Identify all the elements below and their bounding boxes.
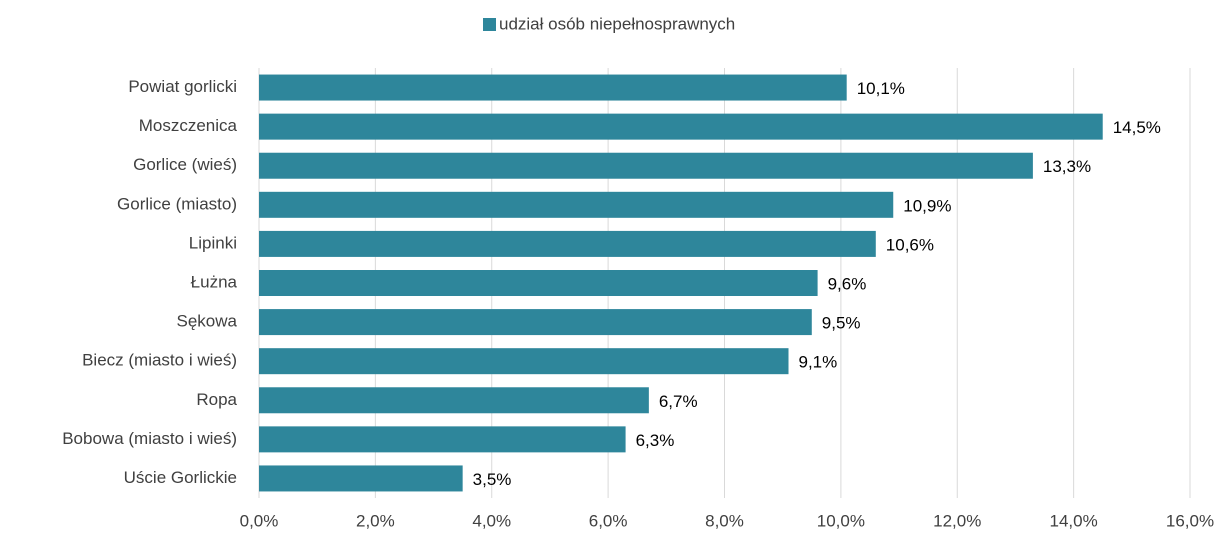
x-tick-label: 10,0% [817, 511, 865, 530]
bar [259, 152, 1033, 179]
x-tick-label: 2,0% [356, 511, 395, 530]
value-label: 14,5% [1113, 118, 1161, 137]
legend-swatch [483, 18, 496, 31]
bar [259, 348, 789, 375]
bar [259, 230, 876, 257]
bar [259, 309, 812, 336]
value-label: 3,5% [473, 470, 512, 489]
y-tick-label: Moszczenica [139, 116, 238, 135]
value-label: 10,1% [857, 79, 905, 98]
y-tick-label: Biecz (miasto i wieś) [82, 351, 237, 370]
y-tick-label: Ropa [196, 390, 237, 409]
y-tick-label: Gorlice (wieś) [133, 155, 237, 174]
x-tick-label: 0,0% [240, 511, 279, 530]
y-tick-label: Uście Gorlickie [124, 468, 237, 487]
x-tick-label: 6,0% [589, 511, 628, 530]
value-label: 10,9% [903, 196, 951, 215]
bar [259, 426, 626, 453]
value-label: 13,3% [1043, 157, 1091, 176]
value-label: 9,1% [799, 353, 838, 372]
bar [259, 113, 1103, 140]
y-tick-label: Bobowa (miasto i wieś) [62, 429, 237, 448]
y-tick-label: Powiat gorlicki [128, 77, 237, 96]
value-label: 6,3% [636, 431, 675, 450]
bar [259, 74, 847, 101]
y-tick-label: Łużna [191, 272, 238, 291]
x-tick-label: 16,0% [1166, 511, 1214, 530]
value-label: 9,5% [822, 314, 861, 333]
bar [259, 191, 894, 218]
bar [259, 270, 818, 296]
value-label: 6,7% [659, 392, 698, 411]
value-label: 10,6% [886, 235, 934, 254]
y-tick-label: Lipinki [189, 233, 237, 252]
y-tick-label: Sękowa [177, 312, 238, 331]
y-tick-label: Gorlice (miasto) [117, 194, 237, 213]
value-label: 9,6% [828, 274, 867, 293]
x-tick-label: 12,0% [933, 511, 981, 530]
x-tick-label: 4,0% [472, 511, 511, 530]
bar [259, 387, 649, 414]
bar [259, 465, 463, 492]
x-tick-label: 8,0% [705, 511, 744, 530]
legend-label: udział osób niepełnosprawnych [499, 14, 735, 33]
x-tick-label: 14,0% [1050, 511, 1098, 530]
